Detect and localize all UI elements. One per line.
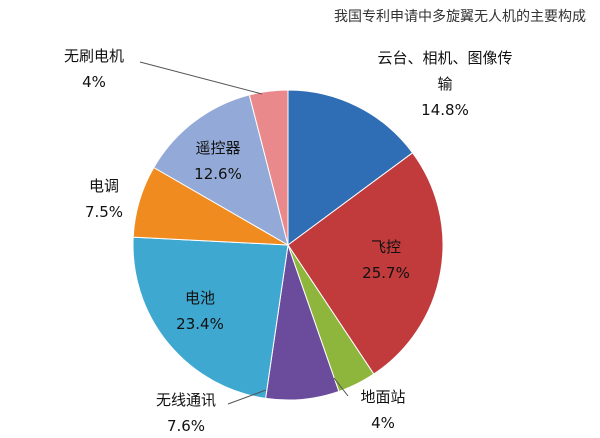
value-label: 12.6% bbox=[194, 165, 242, 183]
category-name: 飞控 bbox=[370, 238, 401, 256]
slice-label: 飞控 25.7% bbox=[356, 234, 416, 286]
leader-line bbox=[333, 377, 349, 397]
category-name: 无刷电机 bbox=[63, 47, 124, 65]
slice-label: 遥控器 12.6% bbox=[183, 135, 253, 187]
slice-label: 地面站 4% bbox=[348, 384, 418, 436]
leader-line bbox=[227, 389, 267, 405]
category-name: 电调 bbox=[88, 177, 119, 195]
leader-line bbox=[139, 61, 263, 95]
category-name: 云台、相机、图像传输 bbox=[377, 49, 513, 93]
chart-title: 我国专利申请中多旋翼无人机的主要构成 bbox=[334, 9, 586, 25]
value-label: 7.5% bbox=[84, 203, 124, 221]
value-label: 7.6% bbox=[166, 417, 206, 435]
slice-label: 电调 7.5% bbox=[74, 173, 134, 225]
value-label: 23.4% bbox=[176, 315, 224, 333]
value-label: 14.8% bbox=[421, 101, 469, 119]
pie-slice bbox=[132, 236, 289, 399]
slice-label: 无线通讯 7.6% bbox=[141, 387, 231, 438]
pie-slice bbox=[287, 89, 414, 246]
pie-slice bbox=[248, 89, 289, 246]
pie-slice bbox=[153, 94, 289, 247]
slice-label: 电池 23.4% bbox=[165, 285, 235, 337]
value-label: 4% bbox=[371, 414, 395, 432]
pie-slice bbox=[287, 152, 444, 375]
category-name: 电池 bbox=[184, 289, 215, 307]
value-label: 25.7% bbox=[362, 264, 410, 282]
slice-label: 无刷电机 4% bbox=[49, 43, 139, 95]
slice-label: 云台、相机、图像传输 14.8% bbox=[375, 45, 515, 123]
value-label: 4% bbox=[82, 73, 106, 91]
category-name: 无线通讯 bbox=[155, 391, 216, 409]
category-name: 遥控器 bbox=[195, 139, 241, 157]
category-name: 地面站 bbox=[360, 388, 406, 406]
